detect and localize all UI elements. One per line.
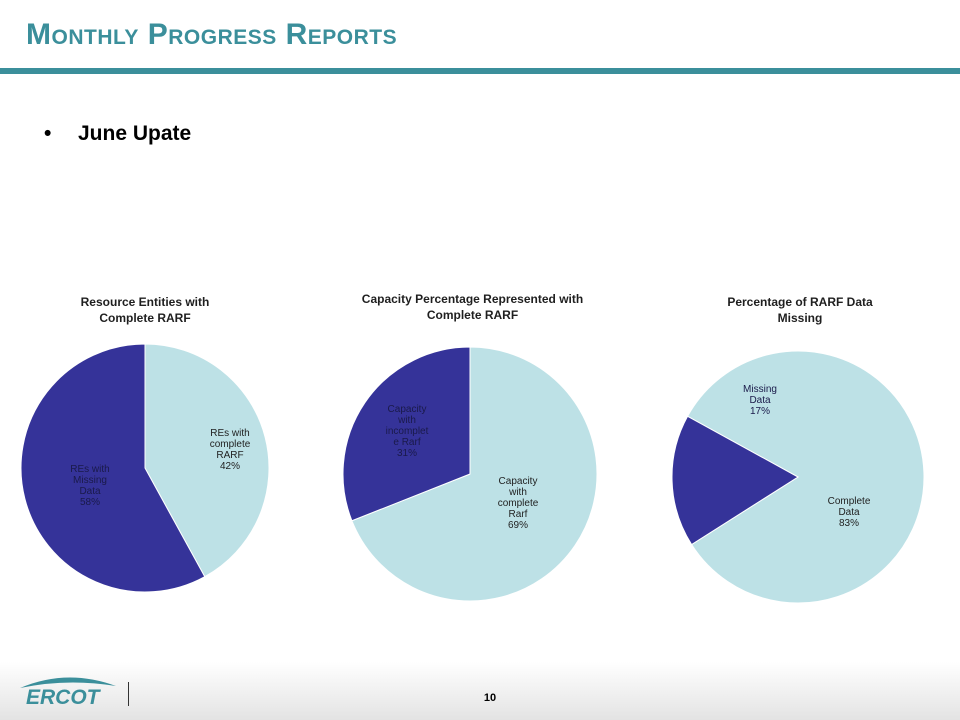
pie-slice-resource-entities-1 — [20, 343, 206, 593]
pie-slice-rarf-missing-1 — [671, 415, 799, 546]
slide-title: Monthly Progress Reports — [26, 18, 398, 51]
footer-separator — [128, 682, 129, 706]
slice-label-rarf-missing-1: Missing Data 17% — [743, 384, 777, 417]
title-divider — [0, 68, 960, 74]
footer-bar — [0, 662, 960, 720]
ercot-logo: ERCOT — [20, 677, 116, 709]
chart-title-capacity-percentage: Capacity Percentage Represented with Com… — [361, 292, 584, 322]
bullet-dot: • — [44, 122, 52, 145]
slice-label-capacity-1: Capacity with incomplet e Rarf 31% — [386, 404, 429, 459]
chart-title-resource-entities: Resource Entities with Complete RARF — [80, 295, 210, 325]
svg-text:ERCOT: ERCOT — [26, 686, 102, 709]
pie-slice-rarf-missing-0 — [686, 350, 925, 604]
slice-label-resource-entities-0: REs with complete RARF 42% — [210, 428, 251, 472]
slice-label-resource-entities-1: REs with Missing Data 58% — [70, 464, 109, 508]
bullet-text: June Upate — [78, 122, 192, 145]
page-number: 10 — [483, 692, 497, 704]
pie-slice-resource-entities-0 — [144, 343, 270, 578]
slice-label-capacity-0: Capacity with complete Rarf 69% — [498, 476, 539, 531]
chart-title-rarf-data-missing: Percentage of RARF Data Missing — [727, 295, 873, 325]
pie-charts: REs with complete RARF 42% REs with Missing Da… — [20, 343, 925, 604]
bullet-item: • June Upate — [44, 122, 191, 146]
slice-label-rarf-missing-0: Complete Data 83% — [828, 496, 871, 529]
pie-slice-capacity-1 — [342, 346, 471, 522]
pie-slice-capacity-0 — [351, 346, 598, 602]
